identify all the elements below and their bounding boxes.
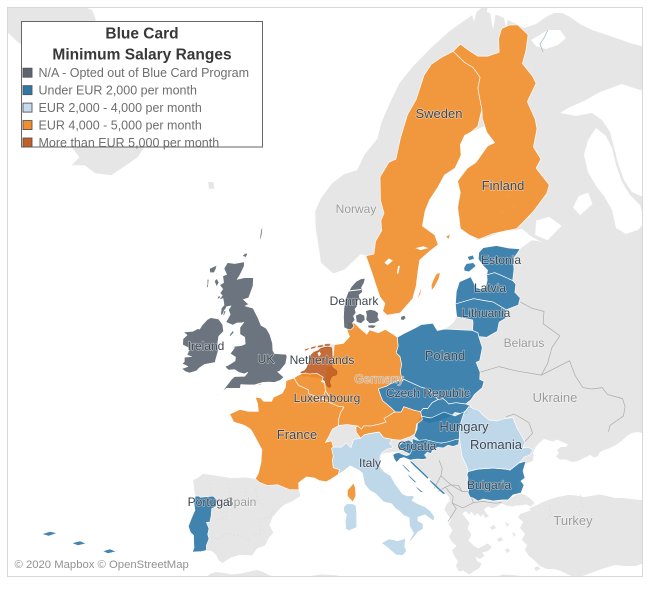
svg-text:Belarus: Belarus	[504, 336, 545, 350]
svg-text:Lithuania: Lithuania	[462, 306, 511, 320]
svg-text:France: France	[277, 427, 317, 442]
svg-text:Croatia: Croatia	[398, 439, 437, 453]
svg-text:UK: UK	[258, 352, 275, 366]
svg-text:Bulgaria: Bulgaria	[467, 478, 511, 492]
svg-text:Blue Card: Blue Card	[105, 26, 178, 43]
svg-text:Czech Republic: Czech Republic	[386, 386, 470, 400]
svg-text:France: France	[277, 427, 317, 442]
svg-text:Hungary: Hungary	[439, 419, 489, 434]
svg-text:Netherlands: Netherlands	[290, 353, 355, 367]
svg-text:Germany: Germany	[354, 372, 403, 386]
svg-text:Spain: Spain	[226, 495, 257, 509]
svg-text:Portugal: Portugal	[188, 495, 233, 509]
svg-text:Luxembourg: Luxembourg	[294, 391, 361, 405]
svg-text:EUR 2,000 - 4,000 per month: EUR 2,000 - 4,000 per month	[39, 101, 202, 115]
svg-text:Sweden: Sweden	[416, 106, 463, 121]
svg-text:Ukraine: Ukraine	[533, 390, 578, 405]
svg-text:Belarus: Belarus	[504, 336, 545, 350]
svg-text:Under EUR 2,000 per month: Under EUR 2,000 per month	[39, 84, 197, 98]
svg-text:© 2020 Mapbox © OpenStreetMap: © 2020 Mapbox © OpenStreetMap	[15, 559, 189, 571]
svg-text:Romania: Romania	[470, 437, 523, 452]
svg-text:Latvia: Latvia	[474, 281, 506, 295]
svg-text:UK: UK	[258, 352, 275, 366]
svg-text:Lithuania: Lithuania	[462, 306, 511, 320]
svg-text:Bulgaria: Bulgaria	[467, 478, 511, 492]
svg-text:Norway: Norway	[336, 202, 377, 216]
svg-text:Spain: Spain	[226, 495, 257, 509]
svg-text:Portugal: Portugal	[188, 495, 233, 509]
svg-text:Ireland: Ireland	[188, 339, 225, 353]
svg-text:Ukraine: Ukraine	[533, 390, 578, 405]
svg-text:Sweden: Sweden	[416, 106, 463, 121]
svg-text:Minimum Salary Ranges: Minimum Salary Ranges	[52, 47, 231, 64]
svg-text:Norway: Norway	[336, 202, 377, 216]
svg-text:Estonia: Estonia	[481, 253, 521, 267]
svg-text:EUR 4,000 - 5,000 per month: EUR 4,000 - 5,000 per month	[39, 118, 202, 132]
svg-text:Romania: Romania	[470, 437, 523, 452]
svg-text:Czech Republic: Czech Republic	[386, 386, 470, 400]
svg-text:Turkey: Turkey	[553, 513, 593, 528]
svg-text:Latvia: Latvia	[474, 281, 506, 295]
svg-text:Poland: Poland	[425, 348, 465, 363]
svg-text:Hungary: Hungary	[439, 419, 489, 434]
svg-text:Netherlands: Netherlands	[290, 353, 355, 367]
svg-text:Ireland: Ireland	[188, 339, 225, 353]
svg-text:Croatia: Croatia	[398, 439, 437, 453]
svg-text:Finland: Finland	[482, 178, 525, 193]
svg-text:Italy: Italy	[359, 456, 381, 470]
svg-text:Turkey: Turkey	[553, 513, 593, 528]
svg-text:Poland: Poland	[425, 348, 465, 363]
svg-text:More than EUR 5,000 per month: More than EUR 5,000 per month	[39, 136, 220, 150]
svg-text:Germany: Germany	[354, 372, 403, 386]
svg-text:Luxembourg: Luxembourg	[294, 391, 361, 405]
svg-text:N/A - Opted out of Blue Card P: N/A - Opted out of Blue Card Program	[39, 66, 250, 80]
svg-text:Finland: Finland	[482, 178, 525, 193]
svg-text:Denmark: Denmark	[330, 294, 380, 308]
svg-text:Estonia: Estonia	[481, 253, 521, 267]
svg-text:Italy: Italy	[359, 456, 381, 470]
svg-text:Denmark: Denmark	[330, 294, 380, 308]
